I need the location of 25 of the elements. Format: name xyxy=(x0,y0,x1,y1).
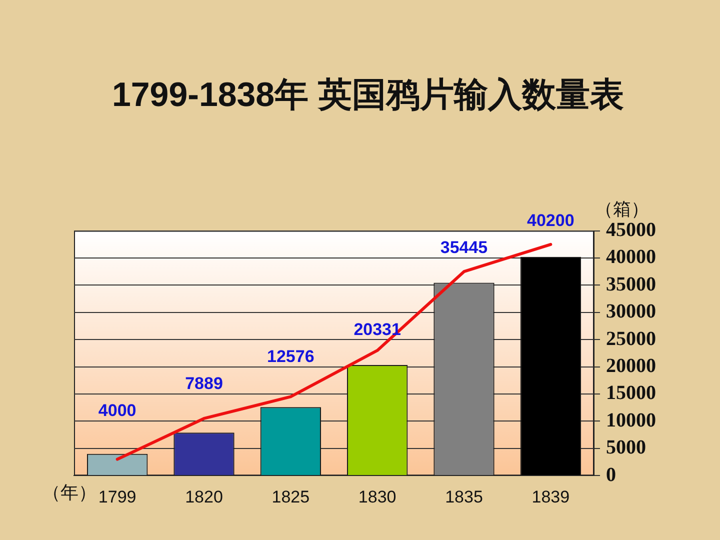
chart-title: 1799-1838年 英国鸦片输入数量表 xyxy=(112,76,624,114)
y-tick-label: 25000 xyxy=(606,328,656,350)
y-tick-label: 35000 xyxy=(606,273,656,296)
data-label: 4000 xyxy=(98,401,136,420)
y-tick-label: 0 xyxy=(606,464,616,486)
x-tick-label: 1820 xyxy=(185,487,223,506)
x-axis-title: （年） xyxy=(42,482,96,503)
y-tick-label: 45000 xyxy=(606,218,656,241)
x-tick-label: 1830 xyxy=(358,487,396,506)
y-axis-title: （箱） xyxy=(595,198,649,219)
data-label: 12576 xyxy=(267,346,314,366)
y-tick-label: 30000 xyxy=(606,300,656,323)
data-label: 35445 xyxy=(440,238,488,257)
data-label: 20331 xyxy=(354,320,401,339)
x-tick-label: 1839 xyxy=(532,487,570,506)
y-tick-label: 10000 xyxy=(606,409,656,432)
y-tick-label: 5000 xyxy=(606,436,646,459)
x-tick-label: 1799 xyxy=(98,487,136,506)
y-tick-label: 20000 xyxy=(606,354,656,377)
x-tick-label: 1825 xyxy=(272,487,310,506)
x-tick-label: 1835 xyxy=(445,487,483,506)
data-label: 7889 xyxy=(185,374,223,393)
y-tick-label: 15000 xyxy=(606,382,656,404)
y-tick-label: 40000 xyxy=(606,246,656,268)
data-label: 40200 xyxy=(527,210,574,230)
